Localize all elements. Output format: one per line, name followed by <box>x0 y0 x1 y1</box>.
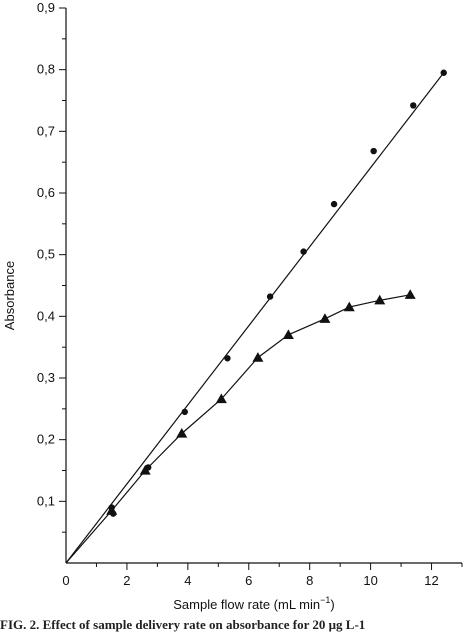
series-2-point <box>176 428 188 438</box>
series-1-point <box>410 102 417 109</box>
x-tick-label: 2 <box>123 573 130 588</box>
y-tick-label: 0,5 <box>37 247 55 262</box>
y-tick-label: 0,7 <box>37 123 55 138</box>
x-axis-title-main: Sample flow rate (mL min <box>173 597 320 612</box>
series-1-point <box>224 355 231 362</box>
series-2-point <box>404 289 416 299</box>
y-tick-label: 0,1 <box>37 493 55 508</box>
y-tick-label: 0,4 <box>37 308 55 323</box>
series-1-point <box>266 293 274 300</box>
x-axis-title-suffix: ) <box>330 597 334 612</box>
y-tick-label: 0,2 <box>37 432 55 447</box>
series-1-line <box>65 72 445 564</box>
x-tick-label: 12 <box>424 573 438 588</box>
series-2-point <box>215 393 227 404</box>
series-2-point <box>139 465 151 475</box>
x-axis-title-superscript: −1 <box>320 595 330 605</box>
y-tick-label: 0,3 <box>37 370 55 385</box>
series-2-point <box>106 505 118 515</box>
series-1-point <box>181 408 188 416</box>
y-tick-label: 0,9 <box>37 0 55 15</box>
y-tick-label: 0,6 <box>37 185 55 200</box>
x-ticks: 0 2 4 6 8 10 12 <box>62 563 463 588</box>
y-axis-title: Absorbance <box>2 261 17 330</box>
series-2-point <box>252 352 264 362</box>
y-tick-label: 0,8 <box>37 62 55 77</box>
series-2-point <box>343 301 355 312</box>
series-2-point <box>319 313 331 323</box>
x-tick-label: 4 <box>184 573 191 588</box>
series-2-line <box>65 294 411 564</box>
series-1-point <box>440 69 447 76</box>
x-tick-label: 8 <box>306 573 313 588</box>
series-1-point <box>370 147 377 155</box>
x-axis-title: Sample flow rate (mL min−1) <box>173 595 335 612</box>
series-layer <box>65 69 447 564</box>
figure-caption: FIG. 2. Effect of sample delivery rate o… <box>0 617 366 632</box>
series-2-point <box>374 294 386 305</box>
y-ticks: 0,1 0,2 0,3 0,4 0,5 0,6 0,7 0,8 0,9 <box>37 0 66 533</box>
x-tick-label: 0 <box>62 573 69 588</box>
series-1-point <box>330 200 338 208</box>
series-1-point <box>300 248 307 255</box>
x-tick-label: 10 <box>363 573 377 588</box>
axes <box>65 8 462 564</box>
x-tick-label: 6 <box>245 573 252 588</box>
series-2-point <box>282 329 294 339</box>
